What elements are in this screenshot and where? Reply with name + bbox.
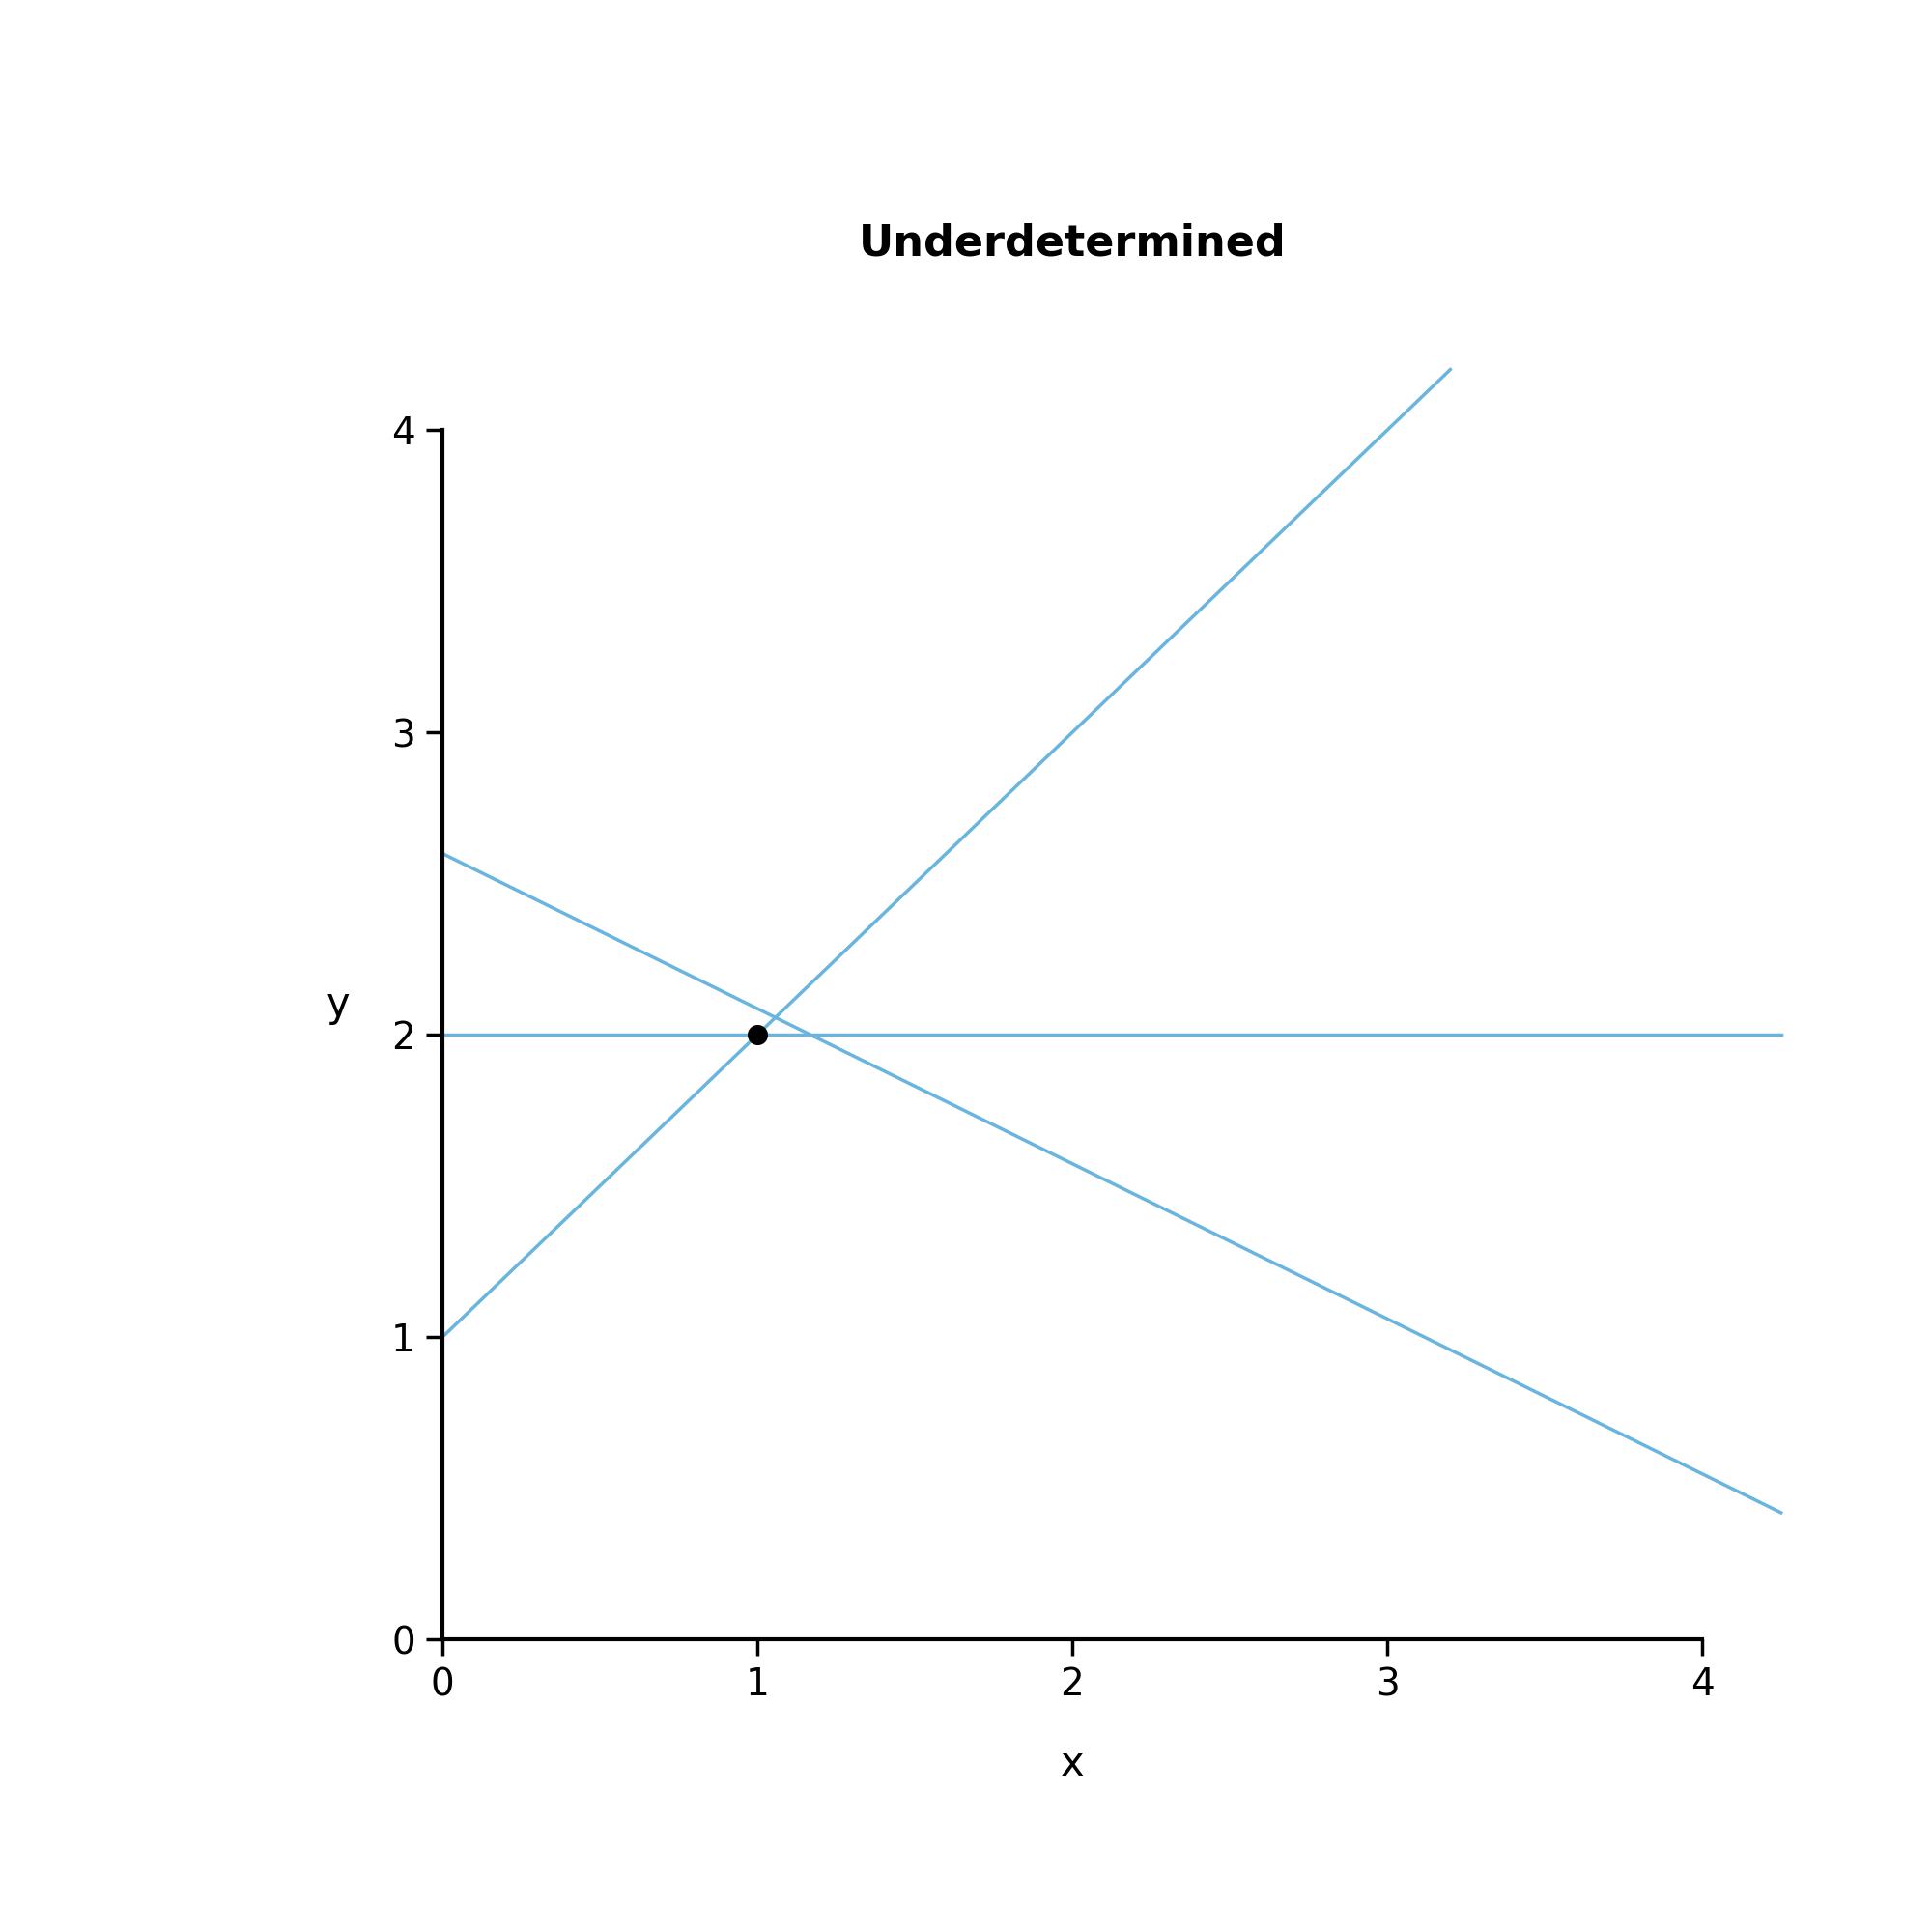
X-axis label: x: x	[1061, 1743, 1084, 1783]
Y-axis label: y: y	[327, 985, 350, 1024]
Title: Underdetermined: Underdetermined	[858, 222, 1287, 265]
Point	[742, 1020, 773, 1051]
